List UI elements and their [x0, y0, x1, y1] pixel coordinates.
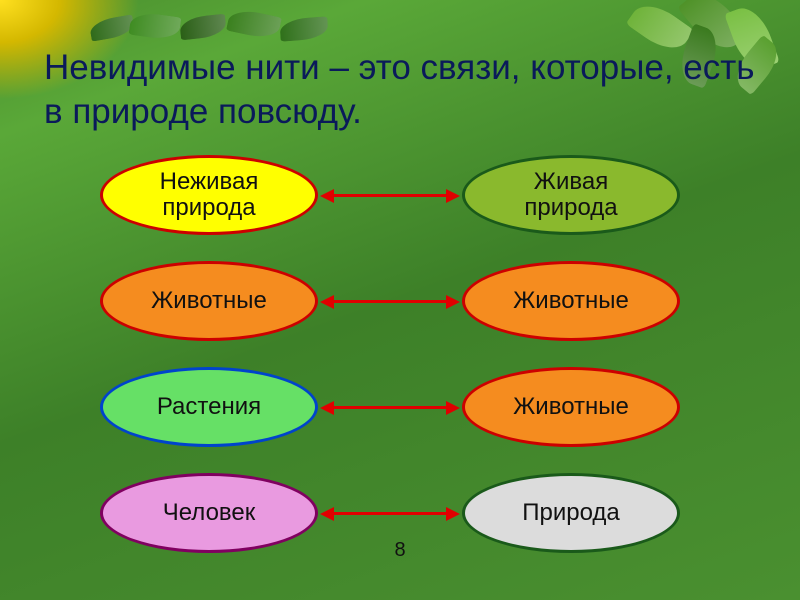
leaf-icon — [279, 16, 328, 41]
concept-label: Человек — [163, 500, 256, 526]
slide-title: Невидимые нити – это связи, которые, ест… — [44, 46, 770, 134]
leaf-icon — [179, 14, 227, 41]
diagram-row: Неживая природа Живая природа — [0, 155, 800, 261]
concept-bubble: Человек — [100, 473, 318, 553]
concept-bubble: Неживая природа — [100, 155, 318, 235]
concept-label: Животные — [513, 394, 629, 420]
diagram-rows: Неживая природаЖивая природаЖивотныеЖиво… — [0, 155, 800, 579]
concept-bubble: Животные — [100, 261, 318, 341]
concept-bubble: Животные — [462, 261, 680, 341]
leaf-icon — [226, 7, 282, 41]
concept-label: Природа — [522, 500, 620, 526]
connection-arrow — [320, 295, 460, 309]
concept-label: Неживая природа — [160, 169, 259, 222]
connection-arrow — [320, 507, 460, 521]
concept-bubble: Природа — [462, 473, 680, 553]
concept-bubble: Живая природа — [462, 155, 680, 235]
diagram-row: Животные Животные — [0, 261, 800, 367]
concept-label: Живая природа — [524, 169, 617, 222]
concept-bubble: Животные — [462, 367, 680, 447]
concept-label: Животные — [151, 288, 267, 314]
concept-label: Животные — [513, 288, 629, 314]
diagram-row: Растения Животные — [0, 367, 800, 473]
concept-label: Растения — [157, 394, 261, 420]
connection-arrow — [320, 401, 460, 415]
connection-arrow — [320, 189, 460, 203]
concept-bubble: Растения — [100, 367, 318, 447]
diagram-row: Человек Природа — [0, 473, 800, 579]
page-number: 8 — [394, 539, 405, 562]
